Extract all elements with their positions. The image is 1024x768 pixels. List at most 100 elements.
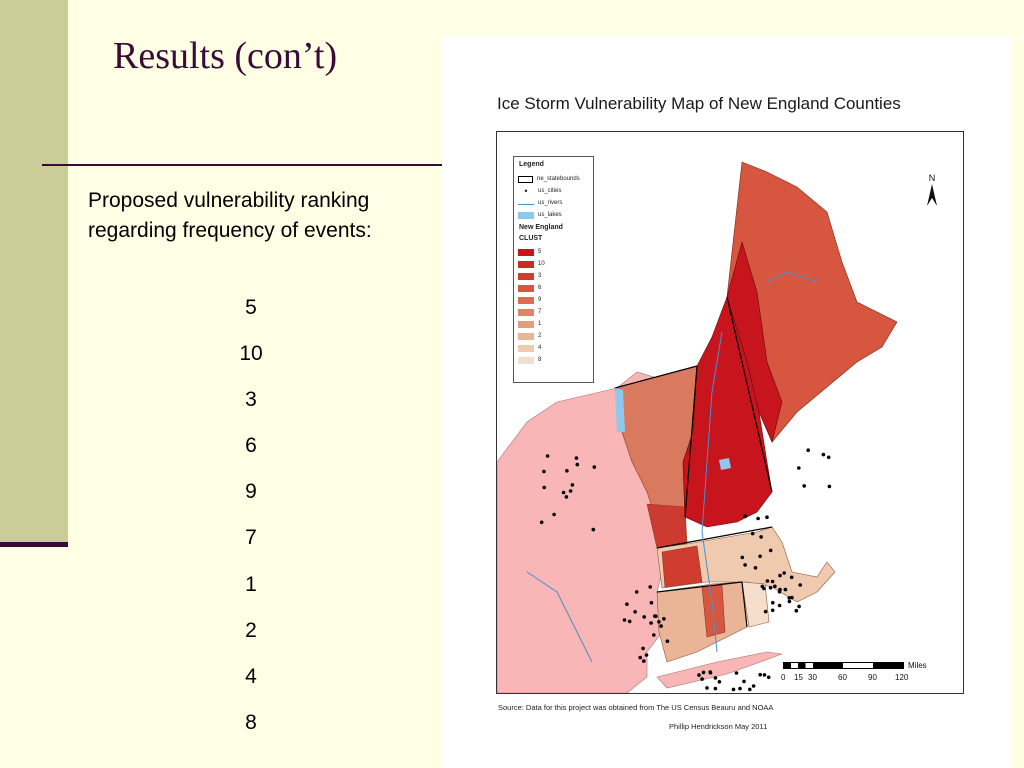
city-dot bbox=[654, 614, 658, 618]
city-dot bbox=[750, 531, 755, 536]
city-dot bbox=[734, 671, 739, 675]
city-dot bbox=[657, 620, 661, 624]
legend-class: 9 bbox=[518, 296, 541, 304]
city-dot bbox=[561, 490, 566, 495]
city-dot bbox=[768, 548, 773, 553]
city-dot bbox=[760, 584, 765, 589]
city-dot bbox=[641, 646, 645, 651]
city-dot bbox=[649, 621, 653, 625]
city-dot bbox=[642, 659, 646, 663]
city-dot bbox=[705, 686, 709, 690]
city-dot bbox=[778, 573, 782, 578]
legend-class: 5 bbox=[518, 248, 541, 256]
scale-tick: 0 bbox=[781, 673, 786, 682]
city-dot bbox=[648, 585, 652, 589]
legend-class-label: 3 bbox=[538, 273, 542, 279]
city-dot bbox=[662, 617, 666, 621]
legend-layer: us_rivers bbox=[518, 199, 562, 207]
city-dot bbox=[634, 590, 639, 594]
city-dot bbox=[751, 684, 756, 688]
city-dot bbox=[768, 585, 773, 590]
city-dot bbox=[649, 600, 654, 605]
city-dot bbox=[713, 686, 718, 691]
city-dot bbox=[743, 514, 748, 518]
city-dot bbox=[765, 579, 770, 583]
city-dot bbox=[777, 603, 782, 608]
legend-class: 3 bbox=[518, 272, 541, 280]
city-dot bbox=[717, 680, 722, 684]
city-dot bbox=[787, 599, 792, 604]
city-dot bbox=[758, 672, 762, 677]
city-dot bbox=[797, 466, 801, 470]
city-dot bbox=[622, 618, 627, 622]
legend-class-label: 7 bbox=[538, 309, 542, 315]
scale-tick: 120 bbox=[895, 673, 909, 682]
city-dot bbox=[697, 673, 701, 677]
city-dot bbox=[763, 609, 768, 614]
map-title: Ice Storm Vulnerability Map of New Engla… bbox=[497, 94, 901, 113]
city-dot bbox=[802, 484, 806, 488]
city-dot bbox=[798, 583, 802, 587]
city-dot bbox=[748, 687, 752, 692]
city-dot bbox=[592, 465, 597, 469]
scale-bar-graphic bbox=[783, 662, 904, 669]
legend-layer-label: ne_statebounds bbox=[537, 176, 580, 182]
ranking-item: 6 bbox=[245, 434, 257, 458]
legend-class-swatch bbox=[518, 320, 534, 328]
city-dot bbox=[701, 670, 706, 675]
city-dot bbox=[638, 655, 642, 660]
city-dot bbox=[700, 677, 704, 681]
map-region-maine-west bbox=[726, 240, 783, 443]
legend-title: Legend bbox=[519, 161, 544, 168]
map-image-panel: Ice Storm Vulnerability Map of New Engla… bbox=[442, 36, 1011, 768]
city-dot bbox=[539, 520, 544, 525]
legend-class-label: 1 bbox=[538, 321, 542, 327]
map-region-long-island bbox=[656, 651, 783, 689]
city-dot bbox=[797, 604, 801, 609]
city-dot bbox=[773, 584, 777, 589]
legend-class-label: 9 bbox=[538, 297, 542, 303]
state-boundary-icon bbox=[518, 175, 533, 183]
ranking-list: 5 10 3 6 9 7 1 2 4 8 bbox=[201, 293, 301, 754]
lake-champlain bbox=[615, 388, 625, 432]
city-dot bbox=[770, 608, 775, 613]
legend-layer: us_lakes bbox=[518, 211, 562, 219]
city-dot bbox=[633, 610, 637, 614]
city-dot bbox=[743, 563, 747, 567]
legend-layer-label: us_cities bbox=[538, 188, 562, 194]
city-dot bbox=[826, 455, 831, 460]
city-dot bbox=[753, 566, 758, 570]
legend-class-label: 10 bbox=[538, 261, 545, 267]
legend-layer-label: us_rivers bbox=[538, 200, 563, 206]
city-dot bbox=[765, 515, 769, 519]
map-legend: Legend ne_statebounds • us_cities us_riv… bbox=[513, 156, 594, 383]
city-dot-icon: • bbox=[524, 185, 528, 196]
city-dot bbox=[762, 673, 767, 677]
city-dot bbox=[542, 485, 546, 490]
legend-class-swatch bbox=[518, 308, 534, 316]
city-dot bbox=[545, 454, 550, 458]
legend-class: 7 bbox=[518, 308, 541, 316]
legend-class-label: 4 bbox=[538, 345, 542, 351]
legend-layer: ne_statebounds bbox=[518, 175, 580, 183]
city-dot bbox=[542, 469, 546, 474]
city-dot bbox=[591, 527, 596, 532]
city-dot bbox=[821, 452, 826, 457]
ranking-item: 2 bbox=[245, 618, 257, 642]
legend-layer-label: us_lakes bbox=[538, 212, 562, 218]
city-dot bbox=[771, 600, 775, 605]
legend-class-swatch bbox=[518, 260, 534, 268]
city-dot bbox=[713, 676, 718, 680]
city-dot bbox=[564, 495, 569, 499]
legend-class-swatch bbox=[518, 248, 534, 256]
legend-class-swatch bbox=[518, 272, 534, 280]
legend-class: 1 bbox=[518, 320, 541, 328]
city-dot bbox=[731, 687, 736, 692]
city-dot bbox=[787, 596, 791, 600]
city-dot bbox=[783, 587, 788, 592]
city-dot bbox=[659, 624, 663, 628]
city-dot bbox=[652, 633, 656, 637]
map-source-note: Source: Data for this project was obtain… bbox=[498, 703, 774, 712]
scale-tick: 90 bbox=[868, 673, 877, 682]
scale-tick: 15 bbox=[794, 673, 803, 682]
